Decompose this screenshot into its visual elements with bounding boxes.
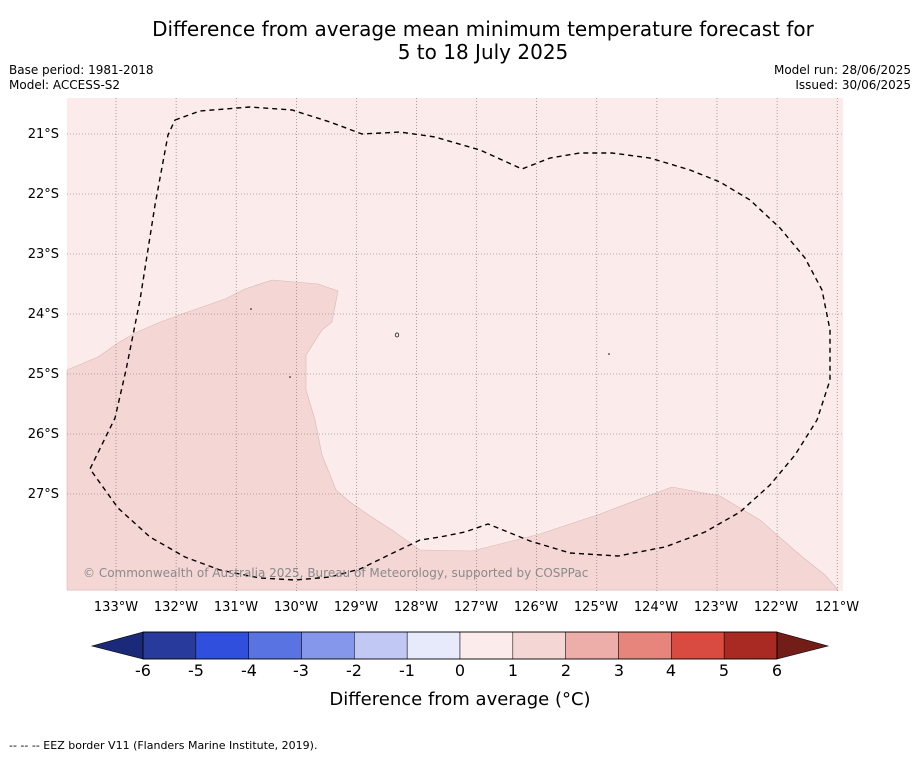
anomaly-1-2-region bbox=[66, 279, 839, 591]
map-panel: © Commonwealth of Australia 2025, Bureau… bbox=[66, 98, 843, 591]
colorbar-tick-label: 6 bbox=[772, 661, 782, 680]
meta-left: Base period: 1981-2018 Model: ACCESS-S2 bbox=[9, 63, 154, 93]
colorbar-bin bbox=[723, 631, 778, 660]
island-marker bbox=[608, 353, 610, 355]
colorbar-outline bbox=[142, 631, 778, 660]
colorbar-tick-label: 1 bbox=[508, 661, 518, 680]
colorbar-bin bbox=[671, 631, 725, 660]
colorbar-tick-label: 2 bbox=[561, 661, 571, 680]
issued-date: Issued: 30/06/2025 bbox=[795, 78, 911, 92]
colorbar-tick-label: -6 bbox=[135, 661, 151, 680]
lon-label: 133°W bbox=[94, 600, 138, 615]
latitude-labels: 21°S 22°S 23°S 24°S 25°S 26°S 27°S bbox=[28, 127, 59, 502]
colorbar-bin bbox=[406, 631, 461, 660]
eez-border bbox=[89, 106, 831, 581]
lon-label: 128°W bbox=[394, 600, 438, 615]
eez-footnote: -- -- -- EEZ border V11 (Flanders Marine… bbox=[9, 739, 318, 752]
colorbar-bin bbox=[565, 631, 619, 660]
island-marker bbox=[250, 308, 252, 310]
colorbar-tick-label: -4 bbox=[241, 661, 257, 680]
lat-label: 27°S bbox=[28, 487, 59, 502]
longitude-labels: 133°W 132°W 131°W 130°W 129°W 128°W 127°… bbox=[94, 600, 859, 615]
lat-label: 24°S bbox=[28, 307, 59, 322]
island-marker bbox=[394, 332, 400, 338]
lat-label: 23°S bbox=[28, 247, 59, 262]
colorbar-tick-label: 3 bbox=[614, 661, 624, 680]
graticule bbox=[67, 98, 843, 591]
island-marker bbox=[289, 376, 291, 378]
colorbar-tick-label: -5 bbox=[188, 661, 204, 680]
colorbar-bins bbox=[142, 631, 778, 660]
lon-label: 124°W bbox=[634, 600, 678, 615]
lon-label: 129°W bbox=[334, 600, 378, 615]
colorbar-tick-label: 4 bbox=[666, 661, 676, 680]
title-line-2: 5 to 18 July 2025 bbox=[397, 40, 569, 64]
lat-label: 26°S bbox=[28, 427, 59, 442]
colorbar-bin bbox=[512, 631, 566, 660]
lon-label: 127°W bbox=[454, 600, 498, 615]
lat-label: 21°S bbox=[28, 127, 59, 142]
colorbar-tick-label: 0 bbox=[455, 661, 465, 680]
colorbar-extend-low bbox=[90, 631, 144, 660]
model-name: Model: ACCESS-S2 bbox=[9, 78, 121, 92]
colorbar-bin bbox=[618, 631, 672, 660]
colorbar-label: Difference from average (°C) bbox=[329, 689, 590, 710]
lon-label: 121°W bbox=[815, 600, 859, 615]
colorbar-bin bbox=[354, 631, 408, 660]
meta-right: Model run: 28/06/2025 Issued: 30/06/2025 bbox=[774, 63, 911, 93]
colorbar-tick-label: -2 bbox=[346, 661, 362, 680]
colorbar: -6 -5 -4 -3 -2 -1 0 1 2 3 4 5 6 Differen… bbox=[90, 631, 830, 710]
lat-label: 22°S bbox=[28, 187, 59, 202]
model-run: Model run: 28/06/2025 bbox=[773, 63, 911, 77]
colorbar-ticks: -6 -5 -4 -3 -2 -1 0 1 2 3 4 5 6 bbox=[135, 661, 782, 680]
lon-label: 132°W bbox=[154, 600, 198, 615]
colorbar-extend-high bbox=[776, 631, 830, 660]
colorbar-bin bbox=[248, 631, 302, 660]
lon-label: 125°W bbox=[574, 600, 618, 615]
copyright-notice: © Commonwealth of Australia 2025, Bureau… bbox=[83, 566, 588, 580]
lat-label: 25°S bbox=[28, 367, 59, 382]
lon-label: 123°W bbox=[694, 600, 738, 615]
colorbar-bin bbox=[195, 631, 249, 660]
colorbar-tick-label: -1 bbox=[399, 661, 415, 680]
colorbar-tick-label: -3 bbox=[293, 661, 309, 680]
lon-label: 122°W bbox=[754, 600, 798, 615]
colorbar-bin bbox=[142, 631, 197, 660]
lon-label: 126°W bbox=[514, 600, 558, 615]
lon-label: 131°W bbox=[214, 600, 258, 615]
base-period: Base period: 1981-2018 bbox=[9, 63, 154, 77]
colorbar-bin bbox=[459, 631, 514, 660]
lon-label: 130°W bbox=[274, 600, 318, 615]
map-title: Difference from average mean minimum tem… bbox=[0, 18, 919, 64]
title-line-1: Difference from average mean minimum tem… bbox=[152, 17, 814, 41]
colorbar-bin bbox=[301, 631, 355, 660]
colorbar-tick-label: 5 bbox=[719, 661, 729, 680]
